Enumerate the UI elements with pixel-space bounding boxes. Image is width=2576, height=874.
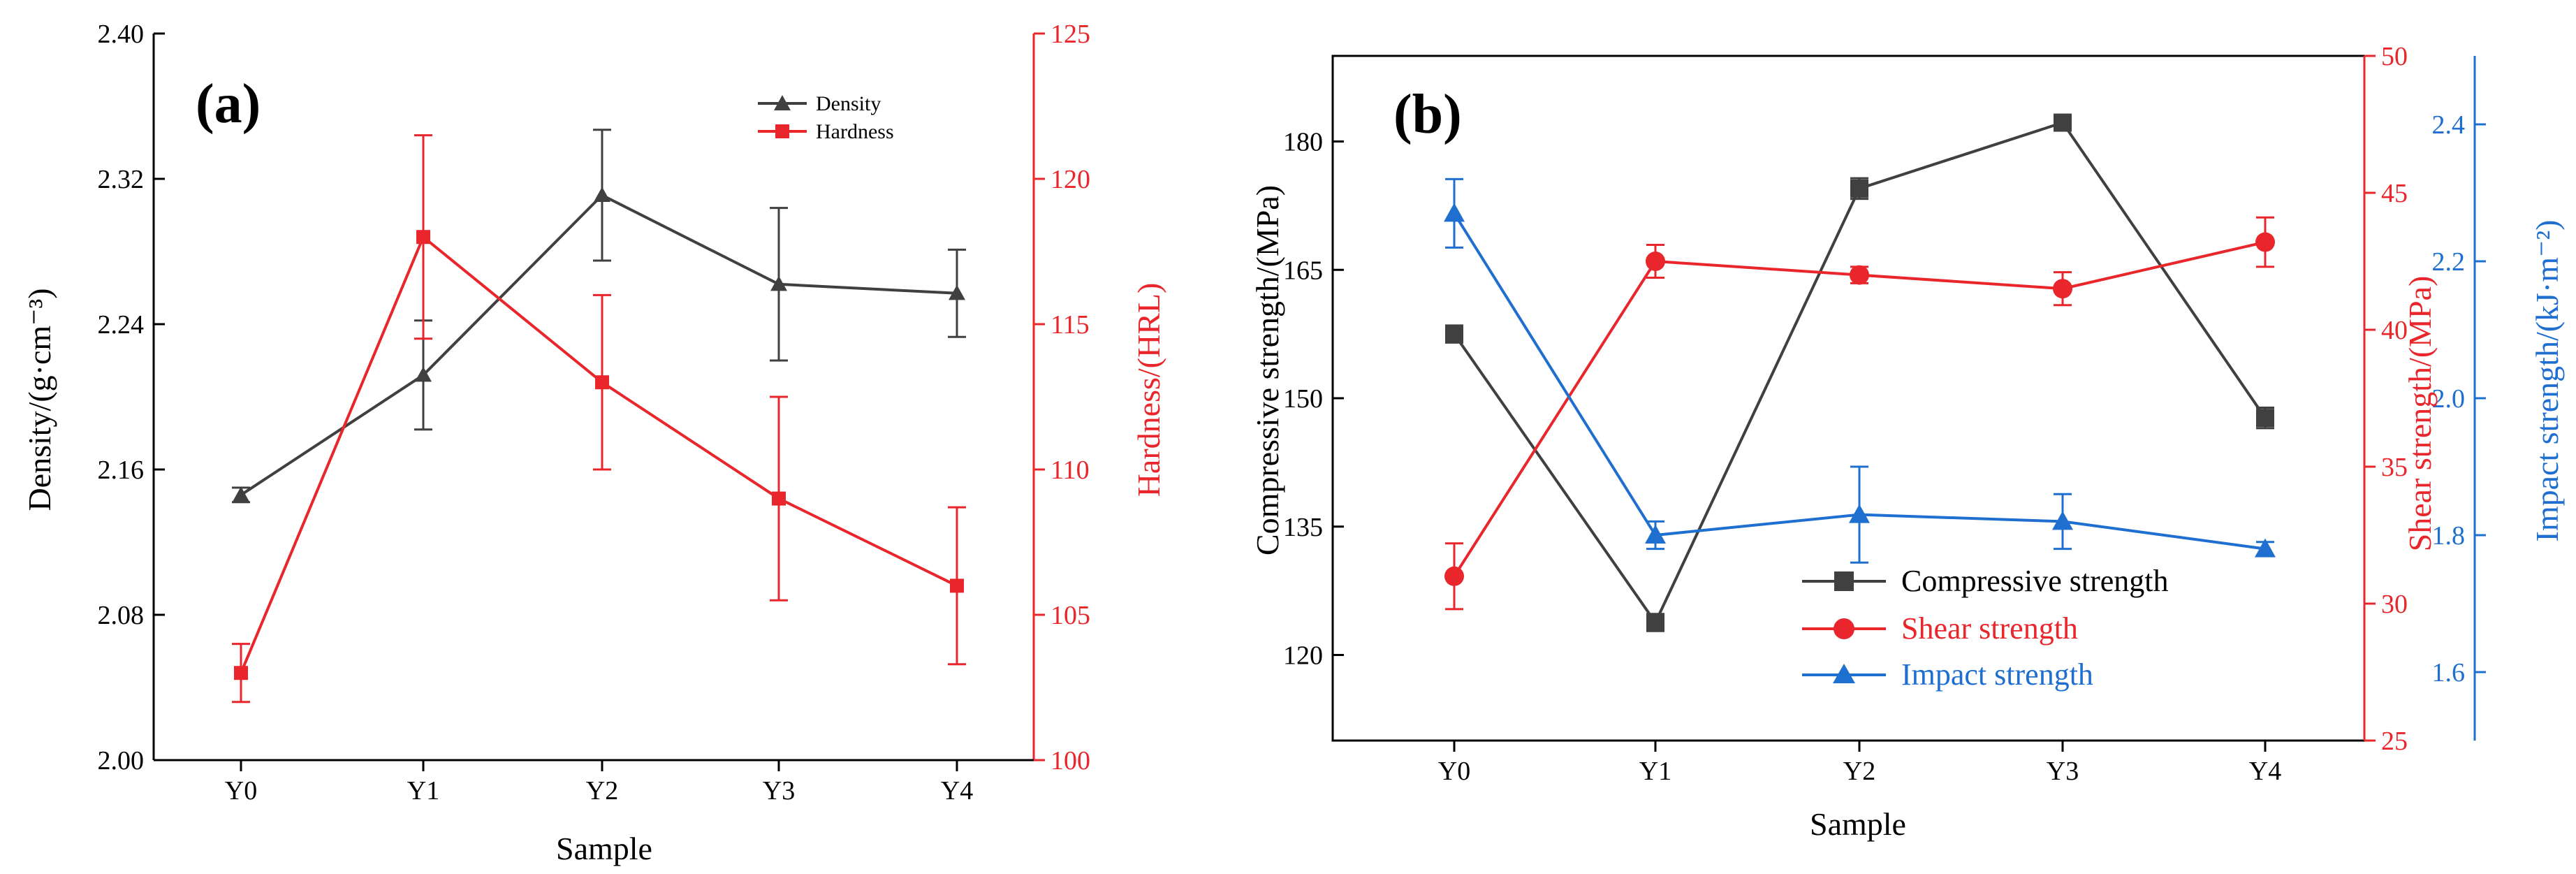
- legend-density-label: Density: [816, 92, 881, 115]
- left-tick-label: 120: [1283, 641, 1323, 671]
- impact-strength-point: [2052, 511, 2073, 530]
- left-tick-label: 135: [1283, 513, 1323, 542]
- right-tick-label: 45: [2381, 179, 2408, 208]
- legend-compressive-label: Compressive strength: [1901, 564, 2169, 598]
- panel-b-strengths: 120 135 150 165 180 25 30 35 40 45 50 1.6 1.8 2.0 2.…: [1250, 42, 2565, 842]
- shear-strength-point: [2053, 279, 2072, 299]
- x-tick-label: Y0: [1438, 757, 1470, 786]
- shear-strength-point: [1646, 252, 1665, 271]
- density-point: [233, 486, 249, 502]
- density-point: [949, 284, 965, 300]
- panel-b-series: [1444, 113, 2276, 632]
- hardness-point: [416, 230, 430, 245]
- left-tick-label: 180: [1283, 128, 1323, 157]
- impact-strength-point: [1849, 504, 1870, 523]
- panel-a-series: [232, 129, 966, 704]
- legend-impact-label: Impact strength: [1901, 657, 2093, 692]
- legend-hardness-marker: [775, 124, 789, 138]
- right2-tick-label: 1.6: [2432, 658, 2466, 687]
- panel-a-x-axis-ticks: Y0 Y1 Y2 Y3 Y4: [154, 759, 1034, 806]
- panel-a-density-hardness: 2.00 2.08 2.16 2.24 2.32 2.40 100 105 110 115 120…: [22, 20, 1166, 866]
- hardness-point: [772, 491, 786, 506]
- panel-a-plot-frame: [154, 34, 1034, 760]
- x-tick-label: Y4: [941, 776, 973, 806]
- legend-compressive-marker: [1834, 571, 1854, 591]
- panel-b-label: (b): [1393, 84, 1462, 145]
- legend-density-marker: [774, 95, 791, 110]
- legend-shear-marker: [1834, 618, 1854, 639]
- impact-strength-point: [2255, 538, 2276, 558]
- impact-strength-point: [1444, 203, 1465, 222]
- right-tick-label: 120: [1051, 165, 1090, 194]
- density-point: [415, 366, 432, 382]
- density-point: [594, 187, 610, 202]
- legend-shear-label: Shear strength: [1901, 611, 2078, 646]
- right-tick-label: 110: [1051, 456, 1090, 485]
- hardness-point: [234, 666, 248, 680]
- right2-tick-label: 2.0: [2432, 384, 2466, 414]
- compressive-strength-point: [1646, 613, 1664, 632]
- panel-b-right-axis-label: Shear strength/(MPa): [2402, 276, 2438, 552]
- right-tick-label: 25: [2381, 727, 2408, 756]
- right-tick-label: 35: [2381, 453, 2408, 482]
- compressive-strength-point: [1445, 325, 1463, 344]
- shear-strength-point: [1850, 265, 1869, 285]
- hardness-point: [950, 578, 964, 593]
- right-tick-label: 50: [2381, 42, 2408, 71]
- x-tick-label: Y0: [225, 776, 257, 806]
- panel-b-right-axis-ticks: 25 30 35 40 45 50: [2363, 42, 2408, 756]
- legend-impact-marker: [1833, 664, 1855, 683]
- left-tick-label: 2.16: [98, 456, 145, 485]
- right-tick-label: 30: [2381, 590, 2408, 619]
- panel-b-right2-axis-ticks: 1.6 1.8 2.0 2.2 2.4: [2432, 56, 2486, 741]
- right2-tick-label: 2.4: [2432, 110, 2466, 140]
- panel-a-right-axis-ticks: 100 105 110 115 120 125: [1032, 20, 1090, 775]
- x-tick-label: Y1: [1639, 757, 1671, 786]
- x-tick-label: Y1: [407, 776, 439, 806]
- right2-tick-label: 1.8: [2432, 521, 2466, 551]
- panel-a-legend: Density Hardness: [758, 92, 894, 143]
- right2-tick-label: 2.2: [2432, 247, 2466, 277]
- panel-a-left-axis-label: Density/(g·cm⁻³): [22, 288, 57, 511]
- panel-b-x-axis-label: Sample: [1810, 806, 1906, 842]
- left-tick-label: 2.00: [98, 746, 145, 775]
- left-tick-label: 2.24: [98, 310, 145, 340]
- impact-strength-point: [1645, 525, 1666, 544]
- compressive-strength-point: [2054, 113, 2072, 132]
- left-tick-label: 2.08: [98, 601, 145, 630]
- shear-strength-point: [1444, 566, 1464, 586]
- x-tick-label: Y3: [2047, 757, 2079, 786]
- panel-b-right2-axis-label: Impact strength/(kJ·m⁻²): [2529, 220, 2565, 542]
- panel-a-x-axis-label: Sample: [556, 831, 652, 866]
- density-line: [240, 193, 958, 497]
- compressive-strength-point: [2256, 409, 2274, 428]
- panel-b-x-axis-ticks: Y0 Y1 Y2 Y3 Y4: [1438, 741, 2281, 786]
- x-tick-label: Y4: [2249, 757, 2281, 786]
- panel-b-left-axis-ticks: 120 135 150 165 180: [1283, 128, 1344, 671]
- right-tick-label: 100: [1051, 746, 1090, 775]
- compressive-strength-point: [1850, 179, 1868, 198]
- panel-a-label: (a): [196, 73, 261, 135]
- right-tick-label: 40: [2381, 316, 2408, 345]
- x-tick-label: Y3: [763, 776, 795, 806]
- left-tick-label: 150: [1283, 384, 1323, 414]
- right-tick-label: 105: [1051, 601, 1090, 630]
- hardness-line: [240, 234, 958, 673]
- right-tick-label: 125: [1051, 20, 1090, 49]
- left-tick-label: 2.32: [98, 165, 145, 194]
- hardness-point: [595, 375, 609, 390]
- panel-b-legend: Compressive strength Shear strength Impa…: [1802, 564, 2169, 692]
- left-tick-label: 2.40: [98, 20, 145, 49]
- panel-a-left-axis-ticks: 2.00 2.08 2.16 2.24 2.32 2.40: [98, 20, 165, 775]
- x-tick-label: Y2: [1843, 757, 1875, 786]
- legend-hardness-label: Hardness: [816, 120, 894, 143]
- density-point: [770, 275, 787, 291]
- x-tick-label: Y2: [586, 776, 618, 806]
- panel-b-left-axis-label: Compressive strength/(MPa): [1250, 185, 1285, 555]
- right-tick-label: 115: [1051, 310, 1090, 340]
- left-tick-label: 165: [1283, 256, 1323, 285]
- panel-a-right-axis-label: Hardness/(HRL): [1131, 283, 1166, 497]
- shear-strength-point: [2255, 232, 2275, 252]
